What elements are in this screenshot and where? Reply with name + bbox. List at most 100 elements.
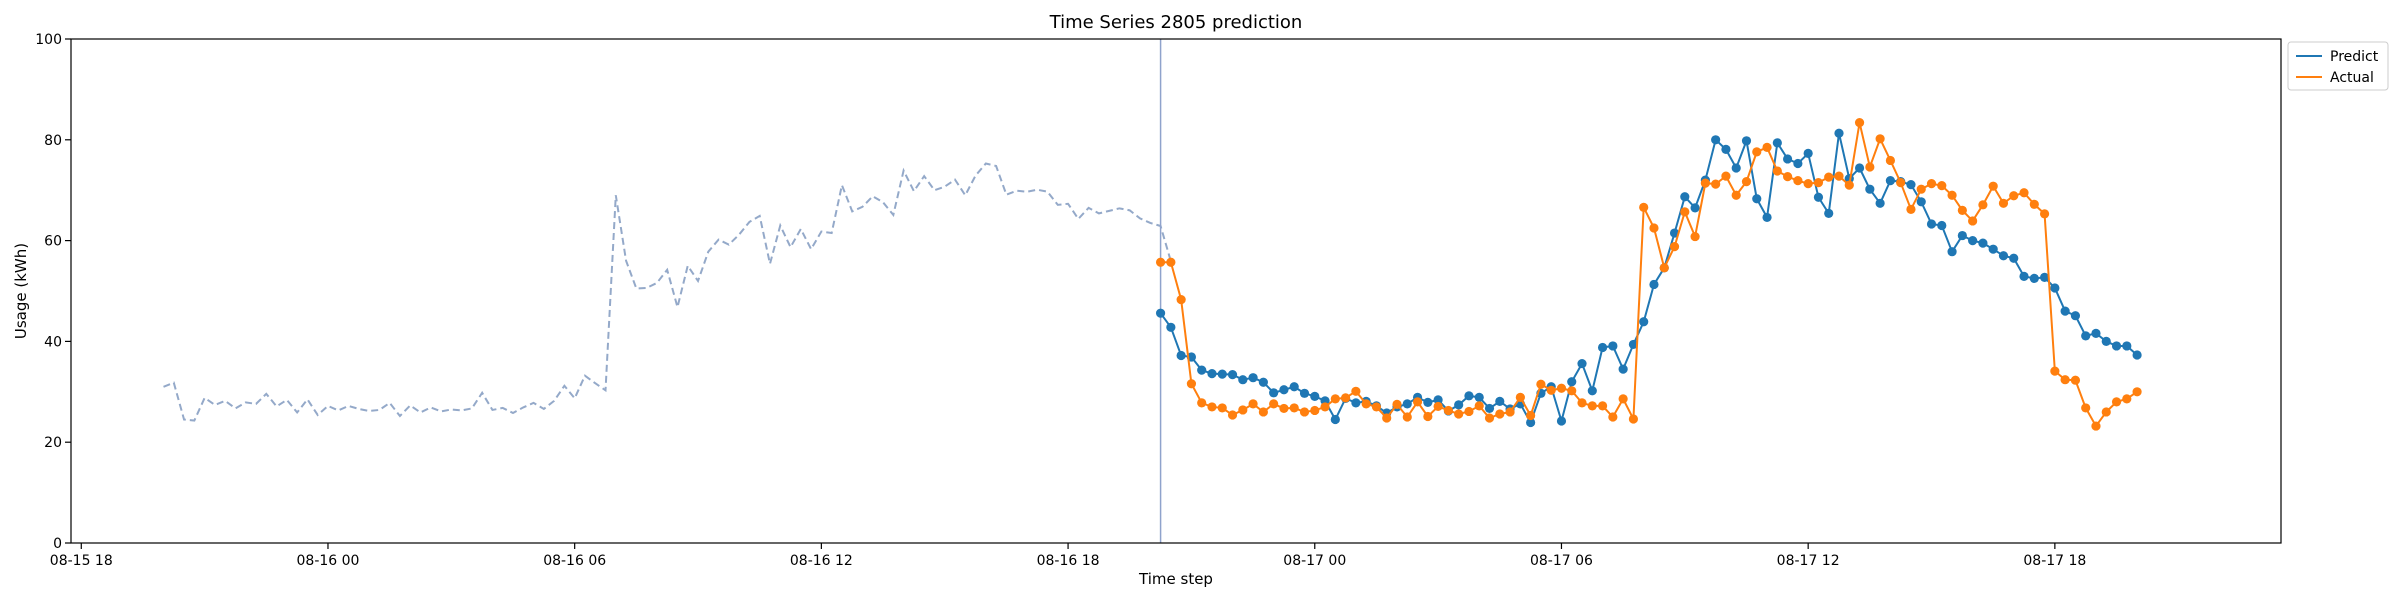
- actual-point: [1752, 147, 1762, 157]
- x-tick-label: 08-16 06: [543, 553, 606, 569]
- axes: 0 20 40 60 80 100 08-15 18 08-16 00 08-16 06 08-1…: [35, 32, 2282, 569]
- predict-point: [1433, 395, 1443, 405]
- actual-point: [2122, 394, 2132, 404]
- actual-point: [1875, 134, 1885, 144]
- predict-point: [1495, 396, 1505, 406]
- predict-point: [1824, 208, 1834, 218]
- predict-point: [1978, 238, 1988, 248]
- legend-label-predict: Predict: [2330, 49, 2379, 65]
- actual-point: [1279, 403, 1289, 414]
- predict-point: [1680, 192, 1690, 202]
- actual-point: [1793, 176, 1803, 186]
- x-tick-label: 08-17 06: [1530, 553, 1593, 569]
- actual-point: [1608, 412, 1618, 422]
- actual-point: [1587, 401, 1597, 411]
- actual-point: [1505, 407, 1515, 417]
- predict-point: [1269, 388, 1279, 398]
- actual-point: [2091, 421, 2101, 431]
- predict-point: [1310, 391, 1320, 401]
- actual-point: [2050, 366, 2060, 376]
- actual-point: [1690, 231, 1700, 242]
- actual-point: [1392, 399, 1402, 409]
- actual-point: [1515, 392, 1525, 402]
- predict-point: [1227, 370, 1238, 380]
- predict-point: [1834, 128, 1844, 138]
- predict-point: [2050, 283, 2060, 293]
- actual-point: [1176, 294, 1186, 305]
- actual-point: [1207, 402, 1217, 412]
- actual-point: [1186, 379, 1197, 389]
- predict-point: [1731, 163, 1741, 173]
- predict-point: [1711, 135, 1721, 145]
- predict-point: [1803, 148, 1813, 159]
- predict-point: [1464, 391, 1474, 401]
- x-tick-label: 08-16 00: [297, 553, 360, 569]
- predict-point: [1639, 317, 1649, 327]
- actual-point: [2132, 387, 2142, 397]
- actual-point: [1628, 414, 1639, 424]
- y-tick-label: 100: [35, 32, 62, 48]
- actual-point: [1711, 179, 1721, 189]
- predict-point: [1484, 403, 1495, 414]
- actual-point: [1402, 412, 1412, 422]
- predict-point: [1762, 212, 1772, 223]
- actual-point: [1669, 242, 1680, 252]
- legend-label-actual: Actual: [2330, 70, 2374, 86]
- y-axis-title: Usage (kWh): [12, 243, 30, 339]
- actual-point: [1526, 410, 1536, 421]
- predict-point: [1957, 230, 1967, 241]
- actual-point: [1988, 181, 1998, 191]
- actual-point: [1618, 394, 1628, 404]
- actual-point: [1320, 402, 1330, 412]
- actual-point: [1197, 398, 1207, 408]
- actual-point: [1423, 411, 1433, 422]
- predict-point: [1988, 244, 1998, 254]
- actual-point: [1371, 402, 1382, 412]
- actual-point: [1998, 198, 2009, 208]
- actual-point: [2060, 375, 2070, 385]
- predict-point: [1628, 339, 1639, 350]
- predict-point: [1875, 198, 1885, 208]
- actual-point: [1916, 184, 1926, 194]
- legend: Predict Actual: [2287, 41, 2389, 91]
- actual-point: [1567, 386, 1577, 396]
- actual-point: [1382, 413, 1392, 423]
- actual-point: [1639, 202, 1649, 212]
- predict-point: [1526, 417, 1536, 428]
- x-tick-label: 08-16 18: [1037, 553, 1100, 569]
- predict-point: [1155, 308, 1166, 318]
- predict-point: [1926, 219, 1937, 229]
- x-tick-label: 08-15 18: [50, 553, 113, 569]
- actual-point: [1556, 383, 1567, 393]
- predict-point: [1998, 251, 2009, 261]
- predict-point: [1402, 399, 1412, 409]
- actual-point: [1484, 413, 1495, 423]
- predict-point: [1330, 414, 1340, 425]
- actual-point: [1896, 178, 1906, 188]
- predict-point: [1669, 228, 1680, 238]
- actual-point: [1649, 223, 1659, 233]
- actual-point: [1597, 401, 1608, 411]
- x-tick-label: 08-17 12: [1777, 553, 1840, 569]
- actual-point: [1433, 401, 1443, 412]
- x-tick-label: 08-17 00: [1283, 553, 1346, 569]
- predict-point: [1207, 369, 1217, 379]
- predict-point: [1423, 397, 1433, 407]
- actual-point: [1412, 397, 1423, 407]
- predict-point: [1783, 154, 1793, 164]
- predict-point: [1176, 350, 1186, 361]
- predict-point: [2039, 272, 2050, 282]
- predict-point: [1721, 144, 1731, 154]
- actual-point: [2029, 199, 2039, 209]
- predict-point: [1813, 192, 1824, 202]
- actual-point: [1659, 263, 1669, 273]
- actual-point: [1361, 399, 1371, 409]
- actual-point: [1824, 172, 1834, 182]
- predict-point: [1258, 377, 1268, 387]
- actual-series-line: [1160, 122, 2138, 428]
- predict-point: [1916, 197, 1926, 207]
- predict-point: [1351, 398, 1361, 408]
- predict-point: [2111, 341, 2122, 351]
- actual-point: [1474, 401, 1484, 411]
